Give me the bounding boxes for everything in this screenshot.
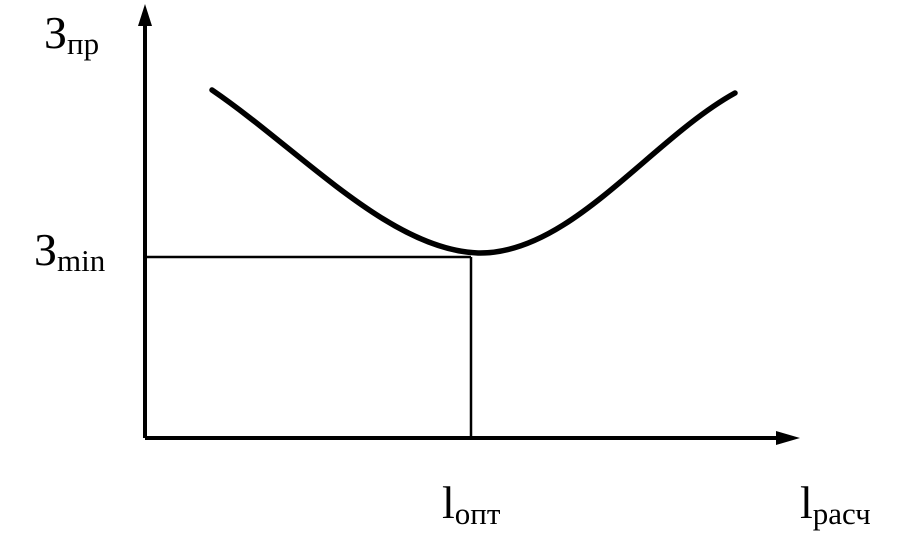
subscript: опт <box>455 496 501 531</box>
symbol: l <box>442 477 455 528</box>
min-label: Зmin <box>34 224 106 278</box>
optimum-label: lопт <box>442 477 501 531</box>
x-axis-arrow <box>776 431 800 445</box>
cost-curve <box>209 87 738 256</box>
symbol: l <box>800 477 813 528</box>
subscript: пр <box>67 26 99 61</box>
symbol: З <box>34 224 57 275</box>
y-axis-arrow <box>138 4 152 26</box>
subscript: расч <box>813 496 871 531</box>
subscript: min <box>57 243 106 278</box>
y-axis-label: Зпр <box>44 7 99 61</box>
x-axis-label: lрасч <box>800 477 871 531</box>
symbol: З <box>44 7 67 58</box>
